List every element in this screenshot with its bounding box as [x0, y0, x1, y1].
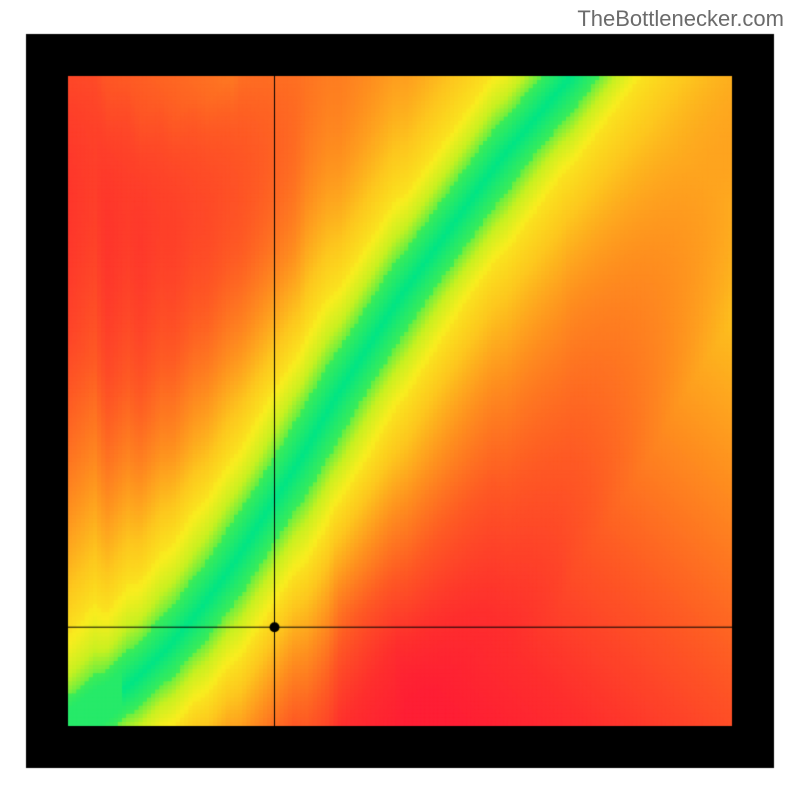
bottleneck-heatmap: [0, 0, 800, 800]
watermark-text: TheBottlenecker.com: [577, 6, 784, 32]
